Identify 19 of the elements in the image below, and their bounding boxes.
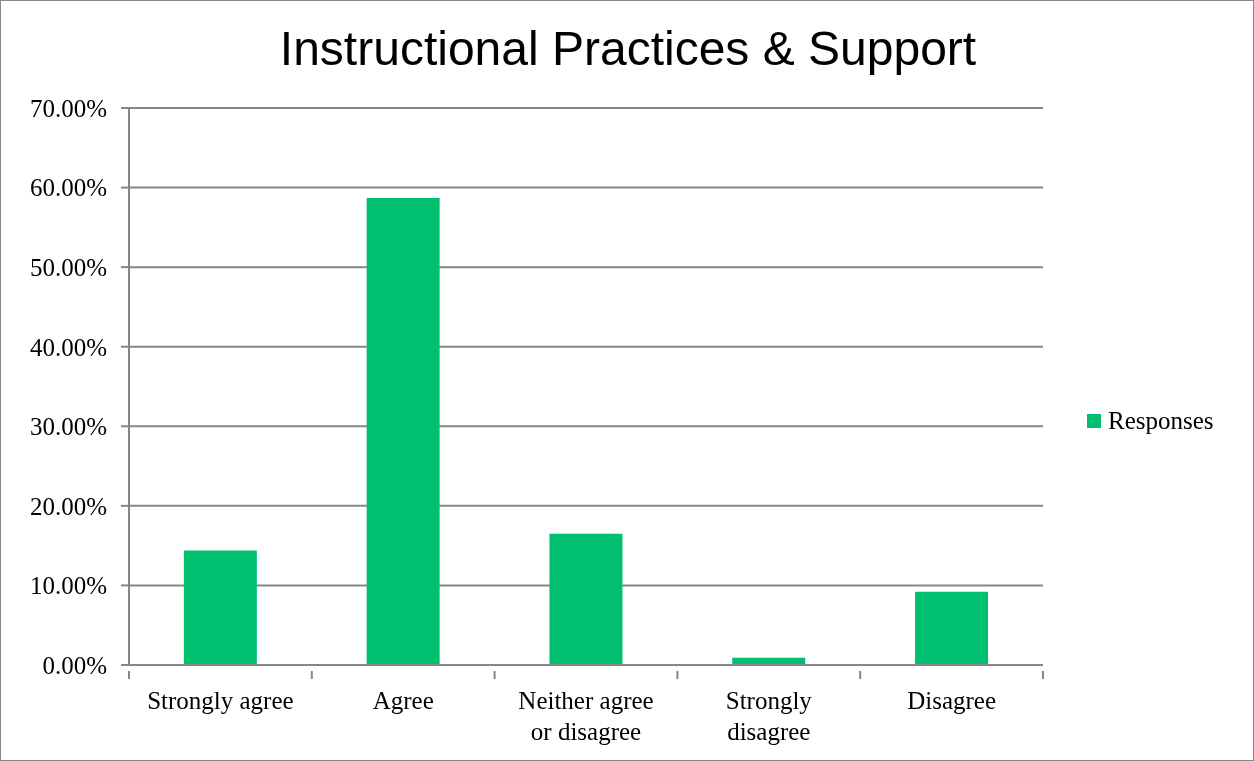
y-tick-label: 50.00%: [29, 254, 107, 282]
y-tick-label: 30.00%: [29, 413, 107, 441]
x-tick-label: Neither agree or disagree: [518, 686, 654, 745]
y-tick-label: 40.00%: [29, 333, 107, 361]
x-tick-label: Strongly agree: [147, 686, 294, 714]
bar: [366, 197, 440, 665]
chart-title: Instructional Practices & Support: [278, 21, 978, 77]
x-tick-label: Disagree: [907, 686, 997, 714]
y-tick-label: 0.00%: [42, 651, 107, 679]
bar: [915, 591, 989, 665]
x-tick-label: Agree: [372, 686, 434, 714]
y-tick-label: 70.00%: [29, 94, 107, 122]
y-tick-label: 60.00%: [29, 174, 107, 202]
y-tick-label: 10.00%: [29, 572, 107, 600]
bar: [549, 533, 623, 665]
legend-label: Responses: [1108, 406, 1214, 435]
y-tick-label: 20.00%: [29, 492, 107, 520]
bar: [183, 550, 257, 665]
x-tick-label: Strongly disagree: [725, 686, 813, 745]
